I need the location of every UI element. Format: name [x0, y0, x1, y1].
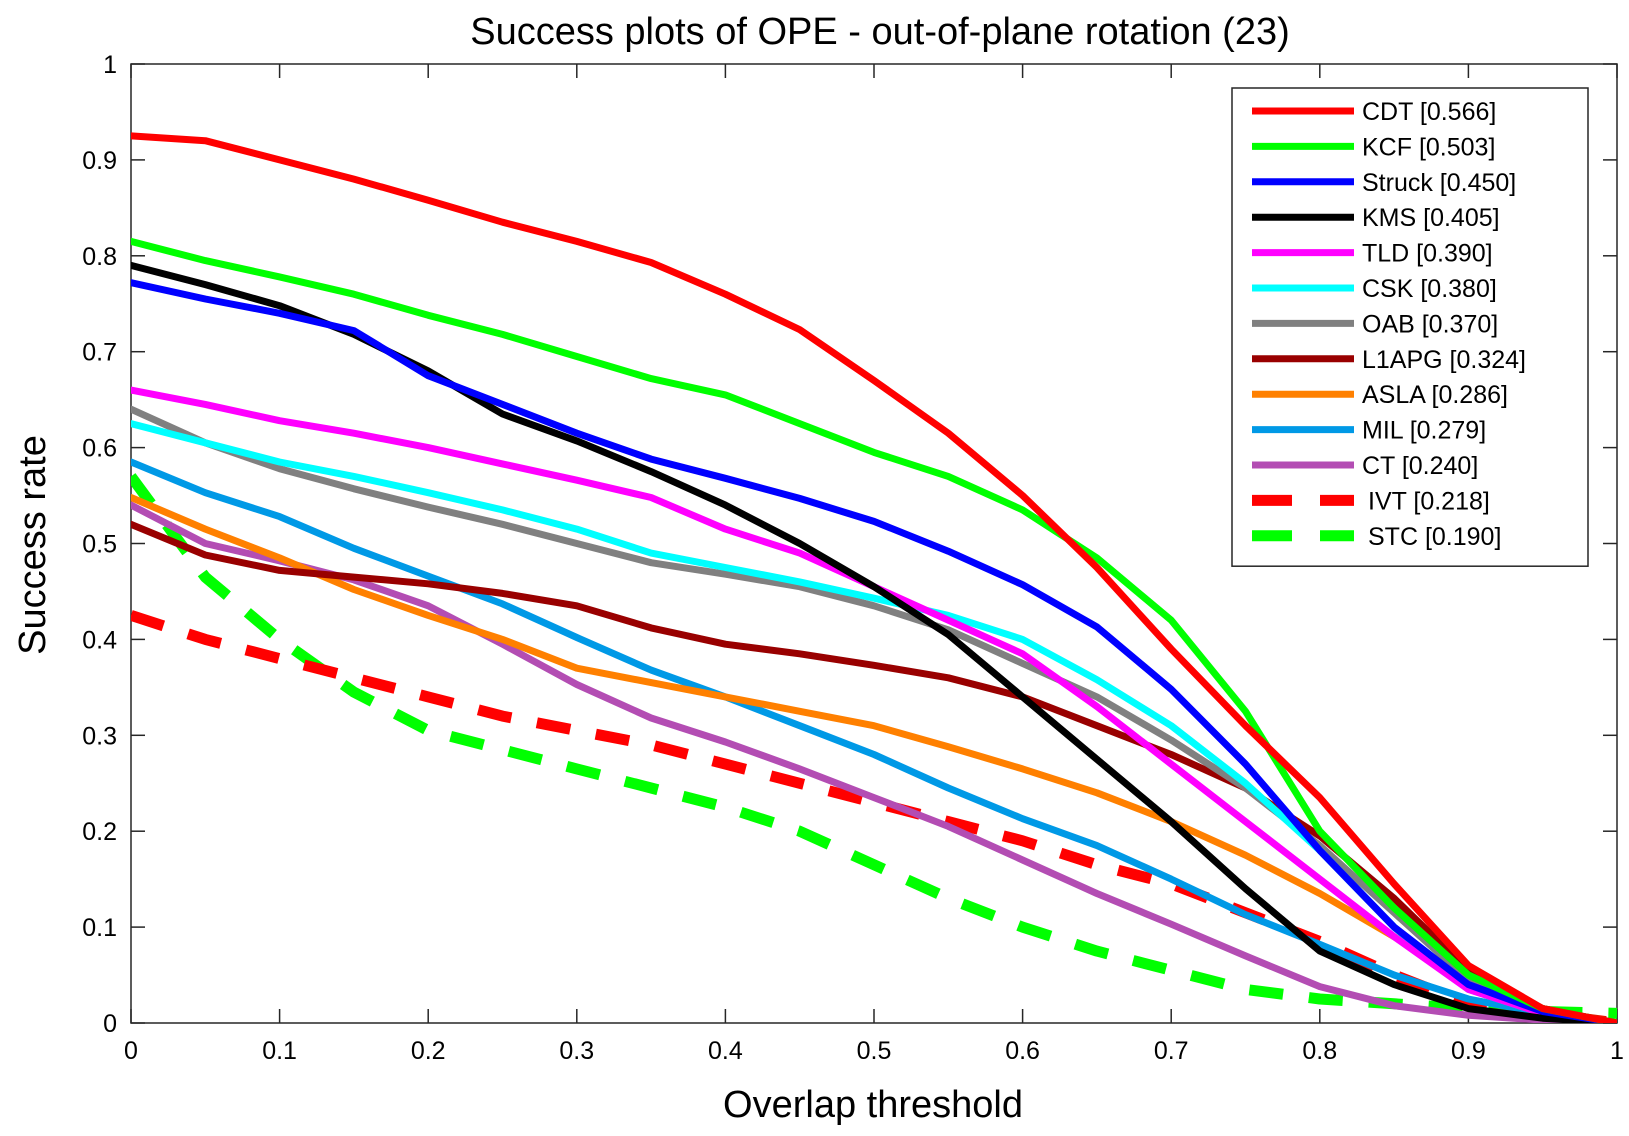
y-tick-label: 0.1 — [82, 914, 117, 942]
legend-label-csk: CSK [0.380] — [1362, 275, 1497, 303]
legend-label-ivt: IVT [0.218] — [1368, 487, 1490, 515]
legend-label-mil: MIL [0.279] — [1362, 417, 1486, 445]
y-tick-label: 0.9 — [82, 147, 117, 175]
x-axis-label: Overlap threshold — [723, 1084, 1023, 1126]
x-tick-label: 0.9 — [1451, 1037, 1486, 1065]
x-tick-label: 0 — [124, 1037, 138, 1065]
y-axis-label: Success rate — [12, 435, 54, 655]
series-line-ct — [131, 501, 1617, 1023]
x-tick-label: 0.8 — [1302, 1037, 1337, 1065]
legend-label-stc: STC [0.190] — [1368, 523, 1501, 551]
x-tick-label: 0.3 — [559, 1037, 594, 1065]
legend-label-kms: KMS [0.405] — [1362, 204, 1500, 232]
series-line-cdt — [131, 132, 1617, 1023]
series-line-mil — [131, 458, 1617, 1023]
legend-label-ct: CT [0.240] — [1362, 452, 1478, 480]
x-tick-label: 0.2 — [411, 1037, 446, 1065]
legend-label-cdt: CDT [0.566] — [1362, 98, 1496, 126]
series-line-oab — [131, 405, 1617, 1023]
x-tick-label: 0.5 — [857, 1037, 892, 1065]
legend-label-tld: TLD [0.390] — [1362, 240, 1493, 268]
legend-label-l1apg: L1APG [0.324] — [1362, 346, 1526, 374]
y-axis-ticks: 0 0.1 0.2 0.3 0.4 0.5 0.6 0.7 0.8 0.9 1 — [82, 51, 1617, 1038]
legend: CDT [0.566] KCF [0.503] Struck [0.450] KMS … — [1231, 87, 1589, 567]
y-tick-label: 1 — [103, 51, 117, 79]
y-tick-label: 0.5 — [82, 531, 117, 559]
legend-box — [1231, 87, 1589, 567]
legend-label-oab: OAB [0.370] — [1362, 310, 1498, 338]
y-tick-label: 0.7 — [82, 339, 117, 367]
y-tick-label: 0.2 — [82, 818, 117, 846]
x-tick-label: 0.4 — [708, 1037, 743, 1065]
y-tick-label: 0 — [103, 1010, 117, 1038]
chart-title: Success plots of OPE - out-of-plane rota… — [470, 11, 1290, 53]
series-line-kcf — [131, 237, 1617, 1023]
y-tick-label: 0.3 — [82, 722, 117, 750]
x-tick-label: 0.6 — [1005, 1037, 1040, 1065]
x-tick-label: 0.1 — [262, 1037, 297, 1065]
series-lines — [131, 132, 1617, 1023]
x-tick-label: 1 — [1610, 1037, 1624, 1065]
x-axis-ticks: 0 0.1 0.2 0.3 0.4 0.5 0.6 0.7 0.8 0.9 1 — [124, 64, 1624, 1065]
legend-label-asla: ASLA [0.286] — [1362, 381, 1508, 409]
y-tick-label: 0.6 — [82, 435, 117, 463]
legend-label-kcf: KCF [0.503] — [1362, 133, 1495, 161]
series-line-struck — [131, 279, 1617, 1023]
y-tick-label: 0.8 — [82, 243, 117, 271]
y-tick-label: 0.4 — [82, 626, 117, 654]
series-line-asla — [131, 494, 1617, 1023]
x-tick-label: 0.7 — [1154, 1037, 1189, 1065]
legend-label-struck: Struck [0.450] — [1362, 169, 1516, 197]
